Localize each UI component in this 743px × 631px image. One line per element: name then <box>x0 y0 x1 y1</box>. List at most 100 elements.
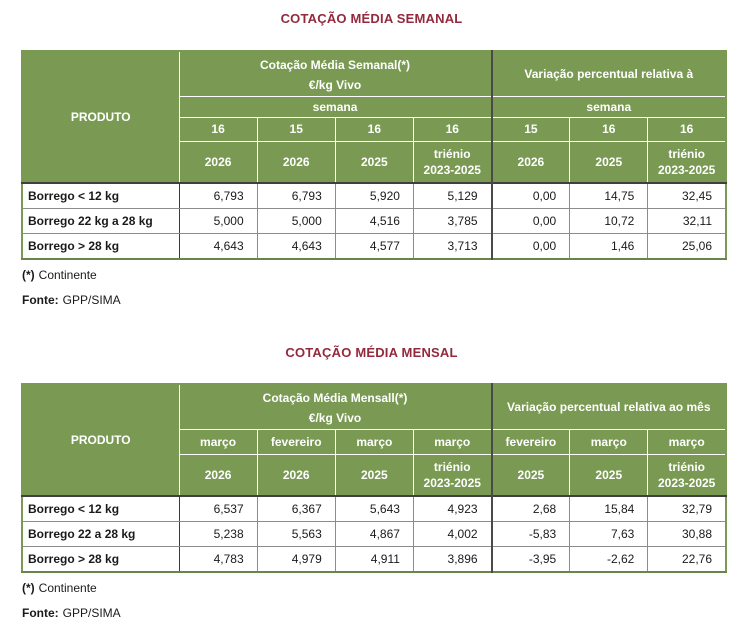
value-cell: 15,84 <box>569 495 649 522</box>
value-cell: 3,896 <box>412 546 493 573</box>
value-cell: 0,00 <box>490 182 571 209</box>
value-cell: 3,785 <box>412 208 493 234</box>
year-cell: triénio 2023-2025 <box>412 140 493 184</box>
product-cell: Borrego > 28 kg <box>22 233 180 260</box>
value-cell: 30,88 <box>647 521 727 547</box>
week-number-cell: 16 <box>647 116 727 142</box>
year-cell: triénio 2023-2025 <box>412 453 493 497</box>
month-cell: março <box>569 428 649 455</box>
table-row: Borrego 22 a 28 kg 5,238 5,563 4,867 4,0… <box>22 521 727 547</box>
value-cell: 6,367 <box>256 495 336 522</box>
value-cell: 32,45 <box>647 182 727 209</box>
value-cell: 5,000 <box>256 208 336 234</box>
value-cell: 7,63 <box>569 521 649 547</box>
footnote-continente: (*) Continente <box>22 266 743 284</box>
value-cell: -5,83 <box>490 521 571 547</box>
value-cell: 0,00 <box>490 208 571 234</box>
value-cell: 4,867 <box>334 521 414 547</box>
month-cell: março <box>334 428 414 455</box>
value-cell: 32,11 <box>647 208 727 234</box>
price-group-line1: Cotação Média Semanal(*) <box>260 57 411 72</box>
monthly-quotation-table: PRODUTO Cotação Média Mensall(*) €/kg Vi… <box>21 383 727 573</box>
value-cell: 6,793 <box>256 182 336 209</box>
value-cell: 5,643 <box>334 495 414 522</box>
monthly-table-title: COTAÇÃO MÉDIA MENSAL <box>285 345 458 360</box>
year-cell: 2026 <box>256 140 336 184</box>
product-cell: Borrego 22 a 28 kg <box>22 521 180 547</box>
week-subheader-left: semana <box>178 95 493 118</box>
price-group-header: Cotação Média Semanal(*) €/kg Vivo <box>178 50 493 97</box>
value-cell: 4,643 <box>256 233 336 260</box>
value-cell: 5,920 <box>334 182 414 209</box>
footnote-asterisk-label: (*) <box>22 581 35 595</box>
source-text: GPP/SIMA <box>62 606 121 620</box>
table-row: Borrego < 12 kg 6,793 6,793 5,920 5,129 … <box>22 182 727 209</box>
value-cell: 25,06 <box>647 233 727 260</box>
month-cell: março <box>412 428 493 455</box>
product-cell: Borrego 22 kg a 28 kg <box>22 208 180 234</box>
weekly-quotation-table: PRODUTO Cotação Média Semanal(*) €/kg Vi… <box>21 50 727 260</box>
footnote-text: Continente <box>38 268 97 282</box>
monthly-footnotes: (*) Continente Fonte: GPP/SIMA <box>22 579 743 622</box>
value-cell: 14,75 <box>569 182 649 209</box>
year-cell: 2025 <box>490 453 571 497</box>
value-cell: 3,713 <box>412 233 493 260</box>
week-number-cell: 16 <box>334 116 414 142</box>
product-header-cell: PRODUTO <box>21 383 180 497</box>
variation-group-header: Variação percentual relativa à <box>490 50 727 97</box>
month-cell: fevereiro <box>256 428 336 455</box>
year-cell: 2025 <box>569 140 649 184</box>
week-number-cell: 15 <box>256 116 336 142</box>
year-cell: 2026 <box>178 140 258 184</box>
year-cell: 2026 <box>178 453 258 497</box>
price-group-line2: €/kg Vivo <box>308 77 362 92</box>
value-cell: 5,000 <box>178 208 258 234</box>
product-cell: Borrego < 12 kg <box>22 182 180 209</box>
year-cell: 2026 <box>490 140 571 184</box>
week-number-cell: 16 <box>412 116 493 142</box>
week-subheader-right: semana <box>490 95 727 118</box>
source-label: Fonte: <box>22 293 59 307</box>
week-number-cell: 15 <box>490 116 571 142</box>
table-row: Borrego > 28 kg 4,643 4,643 4,577 3,713 … <box>22 233 727 260</box>
value-cell: 6,537 <box>178 495 258 522</box>
month-cell: março <box>647 428 727 455</box>
value-cell: 4,516 <box>334 208 414 234</box>
variation-group-header: Variação percentual relativa ao mês <box>490 383 727 430</box>
year-cell: triénio 2023-2025 <box>647 453 727 497</box>
footnote-text: Continente <box>38 581 97 595</box>
product-header-cell: PRODUTO <box>21 50 180 184</box>
value-cell: 4,923 <box>412 495 493 522</box>
value-cell: 4,643 <box>178 233 258 260</box>
year-cell: triénio 2023-2025 <box>647 140 727 184</box>
value-cell: 6,793 <box>178 182 258 209</box>
year-cell: 2026 <box>256 453 336 497</box>
value-cell: 10,72 <box>569 208 649 234</box>
value-cell: 4,577 <box>334 233 414 260</box>
footnote-continente: (*) Continente <box>22 579 743 597</box>
month-cell: março <box>178 428 258 455</box>
price-group-line1: Cotação Média Mensall(*) <box>262 390 408 405</box>
footnote-asterisk-label: (*) <box>22 268 35 282</box>
product-cell: Borrego < 12 kg <box>22 495 180 522</box>
week-number-cell: 16 <box>178 116 258 142</box>
table-row: Borrego 22 kg a 28 kg 5,000 5,000 4,516 … <box>22 208 727 234</box>
footnote-source: Fonte: GPP/SIMA <box>22 291 743 309</box>
value-cell: 32,79 <box>647 495 727 522</box>
month-cell: fevereiro <box>490 428 571 455</box>
week-number-cell: 16 <box>569 116 649 142</box>
year-cell: 2025 <box>569 453 649 497</box>
source-label: Fonte: <box>22 606 59 620</box>
year-cell: 2025 <box>334 453 414 497</box>
year-cell: 2025 <box>334 140 414 184</box>
table-row: Borrego > 28 kg 4,783 4,979 4,911 3,896 … <box>22 546 727 573</box>
source-text: GPP/SIMA <box>62 293 121 307</box>
value-cell: 0,00 <box>490 233 571 260</box>
value-cell: 4,979 <box>256 546 336 573</box>
value-cell: 2,68 <box>490 495 571 522</box>
value-cell: -2,62 <box>569 546 649 573</box>
price-group-header: Cotação Média Mensall(*) €/kg Vivo <box>178 383 493 430</box>
value-cell: 4,911 <box>334 546 414 573</box>
value-cell: 5,129 <box>412 182 493 209</box>
value-cell: 5,563 <box>256 521 336 547</box>
